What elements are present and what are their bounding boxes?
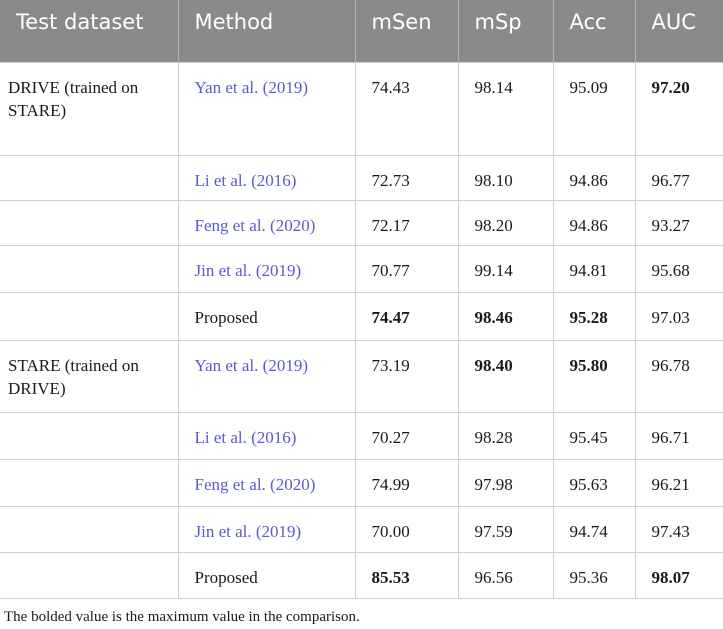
dataset-cell — [0, 155, 179, 201]
header-row: Test dataset Method mSen mSp Acc AUC — [0, 0, 723, 63]
method-cell[interactable]: Feng et al. (2020) — [177, 200, 356, 246]
value-cell: 95.36 — [552, 552, 636, 599]
value-cell: 74.47 — [354, 292, 459, 341]
value-cell: 98.28 — [457, 412, 554, 460]
table-row: DRIVE (trained on STARE) Yan et al. (2019… — [0, 62, 723, 156]
dataset-cell — [0, 506, 179, 553]
value-cell: 97.20 — [634, 62, 723, 156]
value-cell: 72.17 — [354, 200, 459, 246]
method-cell[interactable]: Li et al. (2016) — [177, 412, 356, 460]
method-cell[interactable]: Feng et al. (2020) — [177, 459, 356, 507]
method-cell[interactable]: Yan et al. (2019) — [177, 62, 356, 156]
value-cell: 96.77 — [634, 155, 723, 201]
value-cell: 96.21 — [634, 459, 723, 507]
table-row: Li et al. (2016) 72.73 98.10 94.86 96.77 — [0, 155, 723, 201]
value-cell: 95.45 — [552, 412, 636, 460]
header-cell: Acc — [553, 0, 636, 63]
value-cell: 70.00 — [354, 506, 459, 553]
value-cell: 98.46 — [457, 292, 554, 341]
value-cell: 95.63 — [552, 459, 636, 507]
dataset-cell — [0, 245, 179, 293]
dataset-cell — [0, 292, 179, 341]
dataset-cell — [0, 200, 179, 246]
table-row: Proposed 74.47 98.46 95.28 97.03 — [0, 292, 723, 341]
value-cell: 98.14 — [457, 62, 554, 156]
dataset-cell: STARE (trained on DRIVE) — [0, 340, 179, 413]
value-cell: 97.98 — [457, 459, 554, 507]
table-row: Jin et al. (2019) 70.77 99.14 94.81 95.68 — [0, 245, 723, 293]
value-cell: 98.40 — [457, 340, 554, 413]
value-cell: 95.28 — [552, 292, 636, 341]
method-cell[interactable]: Yan et al. (2019) — [177, 340, 356, 413]
value-cell: 95.09 — [552, 62, 636, 156]
value-cell: 96.71 — [634, 412, 723, 460]
table-row: Jin et al. (2019) 70.00 97.59 94.74 97.43 — [0, 506, 723, 553]
value-cell: 97.59 — [457, 506, 554, 553]
method-cell: Proposed — [177, 292, 356, 341]
value-cell: 94.86 — [552, 200, 636, 246]
value-cell: 97.03 — [634, 292, 723, 341]
table-row: STARE (trained on DRIVE) Yan et al. (2019… — [0, 340, 723, 413]
header-cell: Method — [178, 0, 356, 63]
value-cell: 94.86 — [552, 155, 636, 201]
method-cell[interactable]: Jin et al. (2019) — [177, 245, 356, 293]
results-table: Test dataset Method mSen mSp Acc AUC DRIVE (t… — [0, 0, 723, 599]
footnote: The bolded value is the maximum value in… — [4, 609, 360, 625]
value-cell: 72.73 — [354, 155, 459, 201]
value-cell: 74.99 — [354, 459, 459, 507]
table-row: Li et al. (2016) 70.27 98.28 95.45 96.71 — [0, 412, 723, 460]
value-cell: 95.80 — [552, 340, 636, 413]
value-cell: 73.19 — [354, 340, 459, 413]
value-cell: 97.43 — [634, 506, 723, 553]
dataset-cell — [0, 552, 179, 599]
value-cell: 70.27 — [354, 412, 459, 460]
table-row: Feng et al. (2020) 72.17 98.20 94.86 93.27 — [0, 200, 723, 246]
header-cell: AUC — [635, 0, 723, 63]
value-cell: 96.56 — [457, 552, 554, 599]
method-cell: Proposed — [177, 552, 356, 599]
value-cell: 98.07 — [634, 552, 723, 599]
value-cell: 95.68 — [634, 245, 723, 293]
dataset-cell — [0, 412, 179, 460]
table-row: Proposed 85.53 96.56 95.36 98.07 — [0, 552, 723, 599]
value-cell: 99.14 — [457, 245, 554, 293]
header-cell: mSp — [458, 0, 554, 63]
value-cell: 98.10 — [457, 155, 554, 201]
dataset-cell — [0, 459, 179, 507]
dataset-cell: DRIVE (trained on STARE) — [0, 62, 179, 156]
value-cell: 96.78 — [634, 340, 723, 413]
value-cell: 98.20 — [457, 200, 554, 246]
value-cell: 70.77 — [354, 245, 459, 293]
header-cell: mSen — [355, 0, 459, 63]
method-cell[interactable]: Li et al. (2016) — [177, 155, 356, 201]
table-row: Feng et al. (2020) 74.99 97.98 95.63 96.21 — [0, 459, 723, 507]
value-cell: 94.81 — [552, 245, 636, 293]
value-cell: 74.43 — [354, 62, 459, 156]
value-cell: 85.53 — [354, 552, 459, 599]
header-cell: Test dataset — [0, 0, 179, 63]
value-cell: 93.27 — [634, 200, 723, 246]
value-cell: 94.74 — [552, 506, 636, 553]
method-cell[interactable]: Jin et al. (2019) — [177, 506, 356, 553]
